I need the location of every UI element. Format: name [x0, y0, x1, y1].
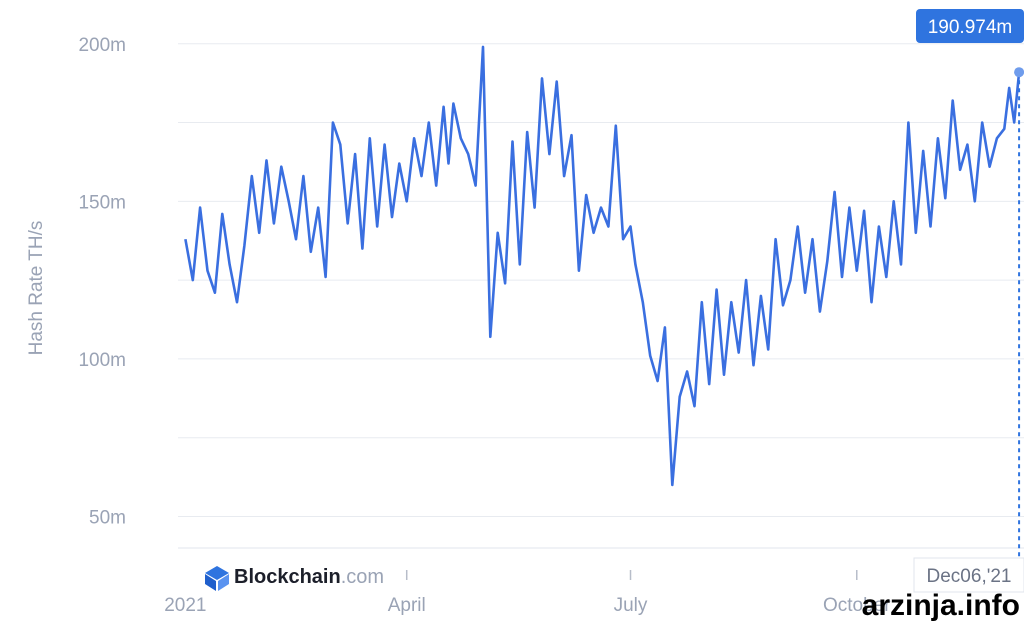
x-axis-ticks: 2021 April July October — [164, 570, 891, 616]
x-tick-label: July — [614, 595, 648, 616]
value-tooltip — [916, 9, 1024, 43]
y-axis-ticks: 50m 100m 150m 200m — [78, 35, 126, 529]
blockchain-logo: Blockchain.com — [205, 566, 384, 591]
x-tick-label: 2021 — [164, 595, 206, 616]
y-tick-label: 200m — [78, 35, 126, 56]
logo-name: Blockchain — [234, 566, 341, 588]
grid-lines — [178, 43, 1024, 549]
x-tick-label: October — [823, 595, 891, 616]
series-line — [184, 45, 1021, 487]
svg-text:Blockchain.com: Blockchain.com — [234, 566, 384, 588]
logo-suffix: .com — [341, 566, 384, 588]
date-tooltip — [913, 557, 1024, 593]
y-tick-label: 150m — [78, 192, 126, 213]
y-axis-label: Hash Rate TH/s — [26, 221, 47, 356]
hover-marker: 190.974m Dec06,'21 — [913, 9, 1024, 593]
x-tick-label: April — [388, 595, 426, 616]
hover-point — [1014, 67, 1024, 78]
series-layer — [184, 45, 1021, 487]
blockchain-cube-icon — [205, 566, 229, 591]
watermark-text: arzinja.info — [862, 589, 1020, 622]
y-tick-label: 50m — [89, 507, 126, 528]
y-tick-label: 100m — [78, 350, 126, 371]
date-tooltip-label: Dec06,'21 — [927, 566, 1012, 587]
value-tooltip-label: 190.974m — [928, 17, 1013, 38]
